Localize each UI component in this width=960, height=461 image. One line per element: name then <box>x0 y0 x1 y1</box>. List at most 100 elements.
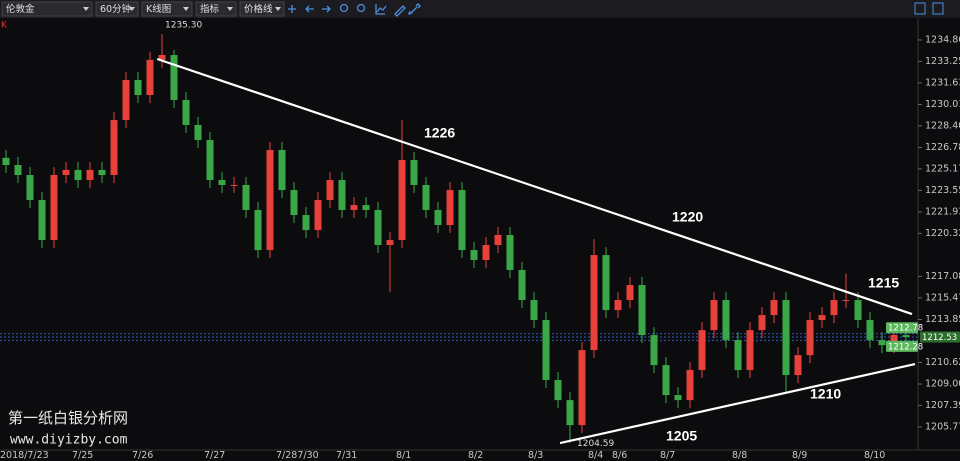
dropdown[interactable] <box>141 1 193 17</box>
window-icon[interactable] <box>932 2 944 15</box>
price-tag <box>886 322 918 334</box>
candle-body <box>746 330 754 371</box>
x-tick-label: 8/1 <box>396 450 411 461</box>
dropdown-label: K线图 <box>146 3 171 15</box>
price-tag <box>886 340 918 352</box>
candle-body <box>170 54 178 100</box>
scale-icon[interactable] <box>375 4 387 15</box>
dropdown[interactable] <box>95 1 139 17</box>
chart-marker: K <box>1 21 8 31</box>
candle-body <box>218 180 226 185</box>
watermark-url: www.diyizby.com <box>10 433 128 448</box>
candle-body <box>710 300 718 331</box>
candle-body <box>830 300 838 316</box>
x-tick-label: 8/4 <box>588 450 603 461</box>
trend-annotation: 1205 <box>666 428 697 444</box>
y-tick-label: 1220.32 <box>925 228 960 239</box>
candle-body <box>182 99 190 125</box>
x-tick-label: 7/31 <box>336 450 357 461</box>
candle-body <box>278 149 286 191</box>
candle-body <box>638 285 646 336</box>
y-tick-label: 1207.39 <box>925 400 960 411</box>
candle-body <box>350 205 358 210</box>
candle-body <box>818 315 826 321</box>
price-tag-label: 1212.78 <box>888 324 923 334</box>
candle-body <box>662 365 670 396</box>
candle-body <box>2 157 10 166</box>
link-icon[interactable] <box>407 3 421 16</box>
zoom-in-icon[interactable] <box>339 3 349 13</box>
candle-body <box>842 300 850 302</box>
candle-body <box>302 215 310 231</box>
candle-body <box>518 269 526 301</box>
dropdown-label: 价格线 <box>244 3 273 15</box>
candle-body <box>530 300 538 321</box>
candle-body <box>758 315 766 331</box>
x-tick-label: 8/7 <box>660 450 675 461</box>
candle-body <box>866 320 874 341</box>
candle-body <box>434 209 442 226</box>
candle-body <box>578 350 586 426</box>
low-label: 1204.59 <box>577 439 614 449</box>
dropdown[interactable] <box>1 1 93 17</box>
right-icon[interactable] <box>322 5 331 13</box>
candle-body <box>422 184 430 210</box>
price-tag-label: 1212.53 <box>922 333 957 343</box>
y-tick-label: 1228.40 <box>925 120 960 131</box>
crosshair-icon[interactable] <box>288 5 296 13</box>
dropdown-label: 指标 <box>200 3 220 15</box>
dropdown[interactable] <box>239 1 285 17</box>
y-tick-label: 1215.47 <box>925 292 960 303</box>
watermark-name: 第一纸白银分析网 <box>8 409 128 427</box>
dropdown-arrow <box>183 7 189 11</box>
dropdown-arrow <box>129 7 135 11</box>
candle-body <box>38 200 46 241</box>
y-tick-label: 1221.93 <box>925 206 960 217</box>
candle-body <box>590 255 598 351</box>
candle-body <box>398 159 406 241</box>
y-tick-label: 1233.25 <box>925 56 960 67</box>
candle-body <box>242 184 250 210</box>
x-tick-label: 7/25 <box>72 450 93 461</box>
y-tick-label: 1231.63 <box>925 77 960 88</box>
dropdown-arrow <box>227 7 233 11</box>
candle-body <box>386 240 394 245</box>
dropdown-label: 60分钟 <box>100 3 131 15</box>
candle-body <box>566 400 574 426</box>
draw-icon[interactable] <box>394 5 406 17</box>
x-tick-label: 7/287/30 <box>276 450 319 461</box>
candle-body <box>362 205 370 210</box>
candle-body <box>326 180 334 201</box>
candle-body <box>626 285 634 301</box>
x-tick-label: 7/27 <box>204 450 225 461</box>
candle-body <box>74 169 82 181</box>
layout-icon[interactable] <box>914 2 926 15</box>
x-tick-label: 7/26 <box>132 450 153 461</box>
candle-body <box>854 300 862 321</box>
candle-body <box>98 169 106 175</box>
left-icon[interactable] <box>305 5 314 13</box>
candle-body <box>374 209 382 245</box>
trendline <box>559 362 916 445</box>
candle-body <box>134 80 142 96</box>
candle-body <box>14 165 22 175</box>
candle-body <box>482 244 490 261</box>
high-label: 1235.30 <box>165 21 202 31</box>
x-tick-label: 8/3 <box>528 450 543 461</box>
candle-body <box>686 370 694 401</box>
zoom-out-icon[interactable] <box>356 3 366 13</box>
dropdown-arrow <box>275 7 281 11</box>
y-tick-label: 1205.77 <box>925 421 960 432</box>
candle-body <box>50 174 58 241</box>
candle-body <box>782 300 790 376</box>
y-tick-label: 1217.08 <box>925 271 960 282</box>
y-tick-label: 1225.17 <box>925 163 960 174</box>
candle-body <box>110 120 118 175</box>
candle-body <box>26 174 34 201</box>
trend-annotation: 1210 <box>810 386 841 402</box>
dropdown[interactable] <box>195 1 237 17</box>
candle-body <box>254 209 262 251</box>
candle-body <box>554 380 562 401</box>
y-tick-label: 1234.86 <box>925 34 960 45</box>
